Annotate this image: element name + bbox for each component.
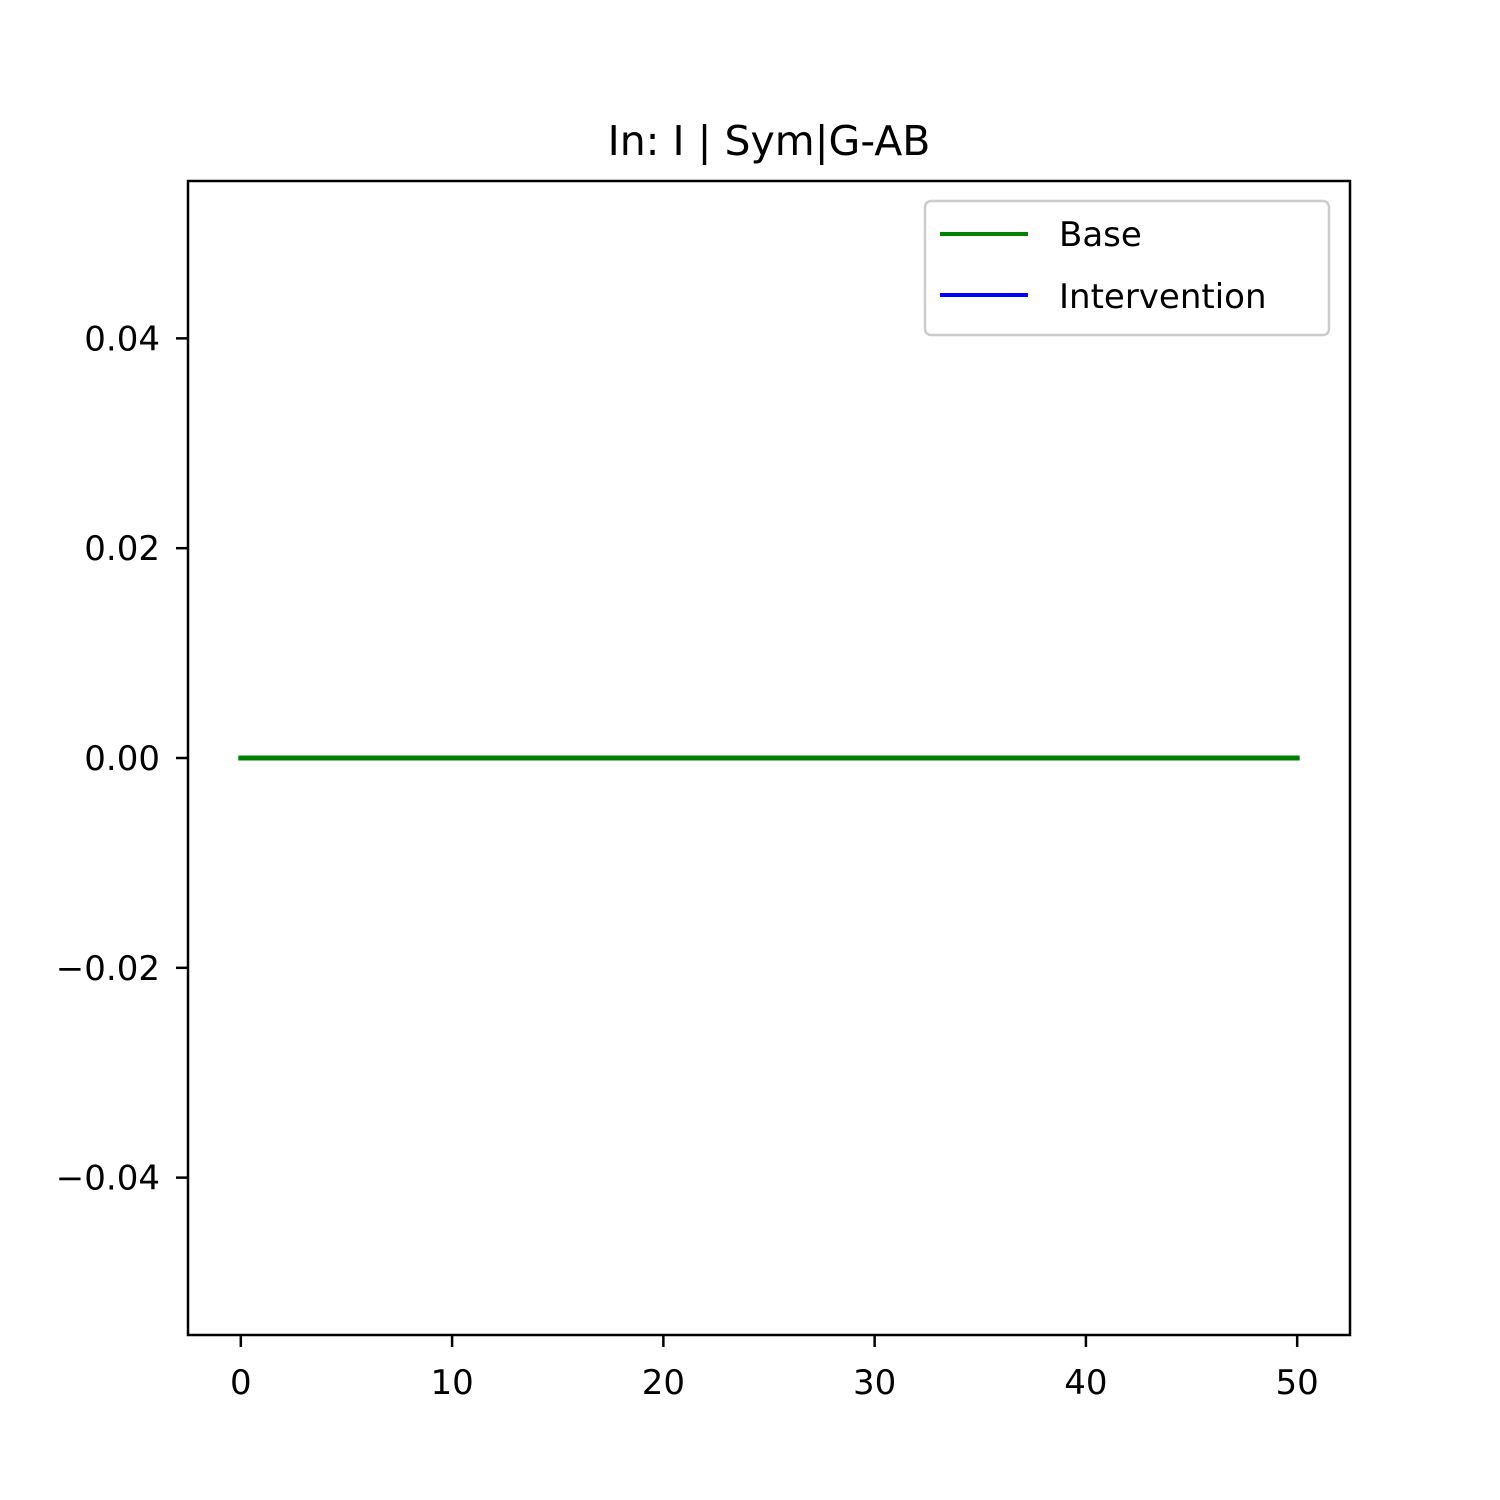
x-tick-label: 0	[230, 1363, 252, 1403]
legend: Base Intervention	[923, 199, 1331, 337]
legend-label-base: Base	[1059, 215, 1142, 255]
x-tick-label: 50	[1276, 1363, 1319, 1403]
y-axis: 0.04 0.02 0.00 −0.02 −0.04	[56, 319, 188, 1199]
x-axis: 0 10 20 30 40 50	[230, 1335, 1319, 1403]
x-tick-label: 30	[853, 1363, 896, 1403]
x-tick-label: 10	[430, 1363, 473, 1403]
y-tick-label: −0.02	[56, 949, 160, 989]
y-tick-label: 0.02	[84, 529, 160, 569]
y-tick-label: 0.04	[84, 319, 160, 359]
x-tick-label: 40	[1064, 1363, 1107, 1403]
legend-label-intervention: Intervention	[1059, 277, 1267, 317]
chart-title: In: I | Sym|G-AB	[608, 117, 931, 165]
y-tick-label: −0.04	[56, 1159, 160, 1199]
y-tick-label: 0.00	[84, 739, 160, 779]
x-tick-label: 20	[642, 1363, 685, 1403]
